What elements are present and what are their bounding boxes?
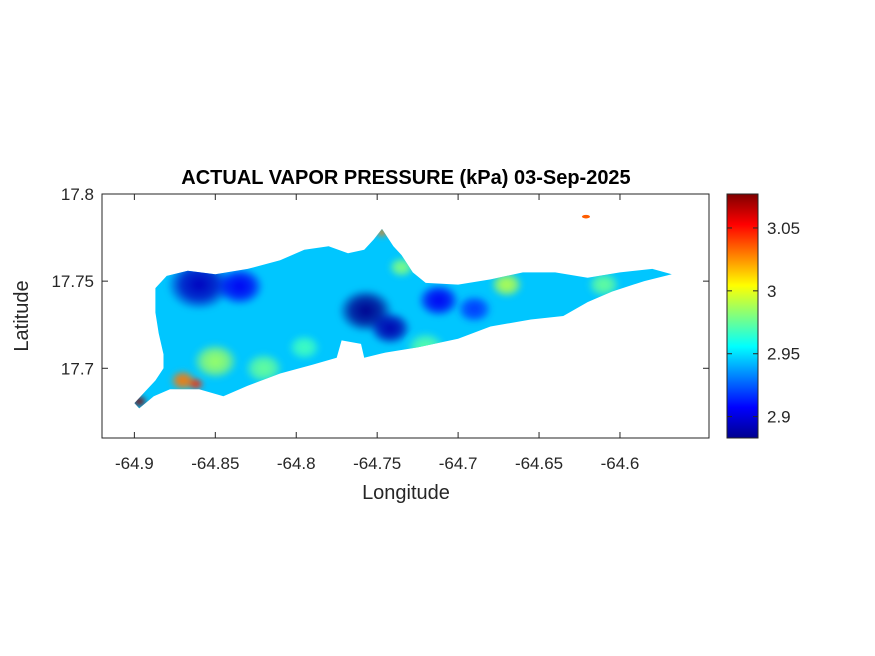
chart-title: ACTUAL VAPOR PRESSURE (kPa) 03-Sep-2025 [181, 167, 630, 189]
x-axis-label: Longitude [362, 482, 450, 504]
colorbar-tick-label: 2.9 [767, 408, 791, 427]
y-axis-label: Latitude [11, 280, 33, 351]
y-tick-label: 17.75 [51, 272, 94, 291]
plot-frame [101, 193, 710, 439]
field-hotspot [288, 334, 321, 361]
field-hotspot [456, 294, 493, 324]
colorbar-tick-label: 3.05 [767, 219, 800, 238]
colorbar: 2.9 2.95 3 3.05 [726, 193, 800, 439]
colorbar-frame [726, 193, 759, 439]
y-tick-label: 17.7 [61, 359, 94, 378]
y-axis: 17.7 17.75 17.8 [51, 185, 709, 378]
field-hotspot [215, 266, 264, 306]
field-hotspot [187, 377, 204, 391]
field-hotspot [490, 271, 523, 298]
x-tick-label: -64.8 [277, 454, 316, 473]
colorbar-ticks: 2.9 2.95 3 3.05 [727, 219, 800, 427]
plot-area: -64.9 -64.85 -64.8 -64.75 -64.7 -64.65 -64.6 1… [51, 185, 710, 473]
x-tick-label: -64.65 [515, 454, 563, 473]
x-axis: -64.9 -64.85 -64.8 -64.75 -64.7 -64.65 -64.6 [115, 194, 639, 473]
colorbar-tick-label: 3 [767, 282, 776, 301]
x-tick-label: -64.6 [601, 454, 640, 473]
x-tick-label: -64.9 [115, 454, 154, 473]
x-tick-label: -64.7 [439, 454, 478, 473]
colorbar-tick-label: 2.95 [767, 345, 800, 364]
colorbar-gradient [727, 194, 758, 438]
y-tick-label: 17.8 [61, 185, 94, 204]
field-hotspot [417, 283, 460, 318]
x-tick-label: -64.75 [353, 454, 401, 473]
islet-marker [581, 214, 590, 219]
field-hotspot [587, 271, 620, 298]
x-tick-label: -64.85 [191, 454, 239, 473]
field-hotspot [192, 343, 238, 380]
field-hotspot [369, 311, 412, 346]
